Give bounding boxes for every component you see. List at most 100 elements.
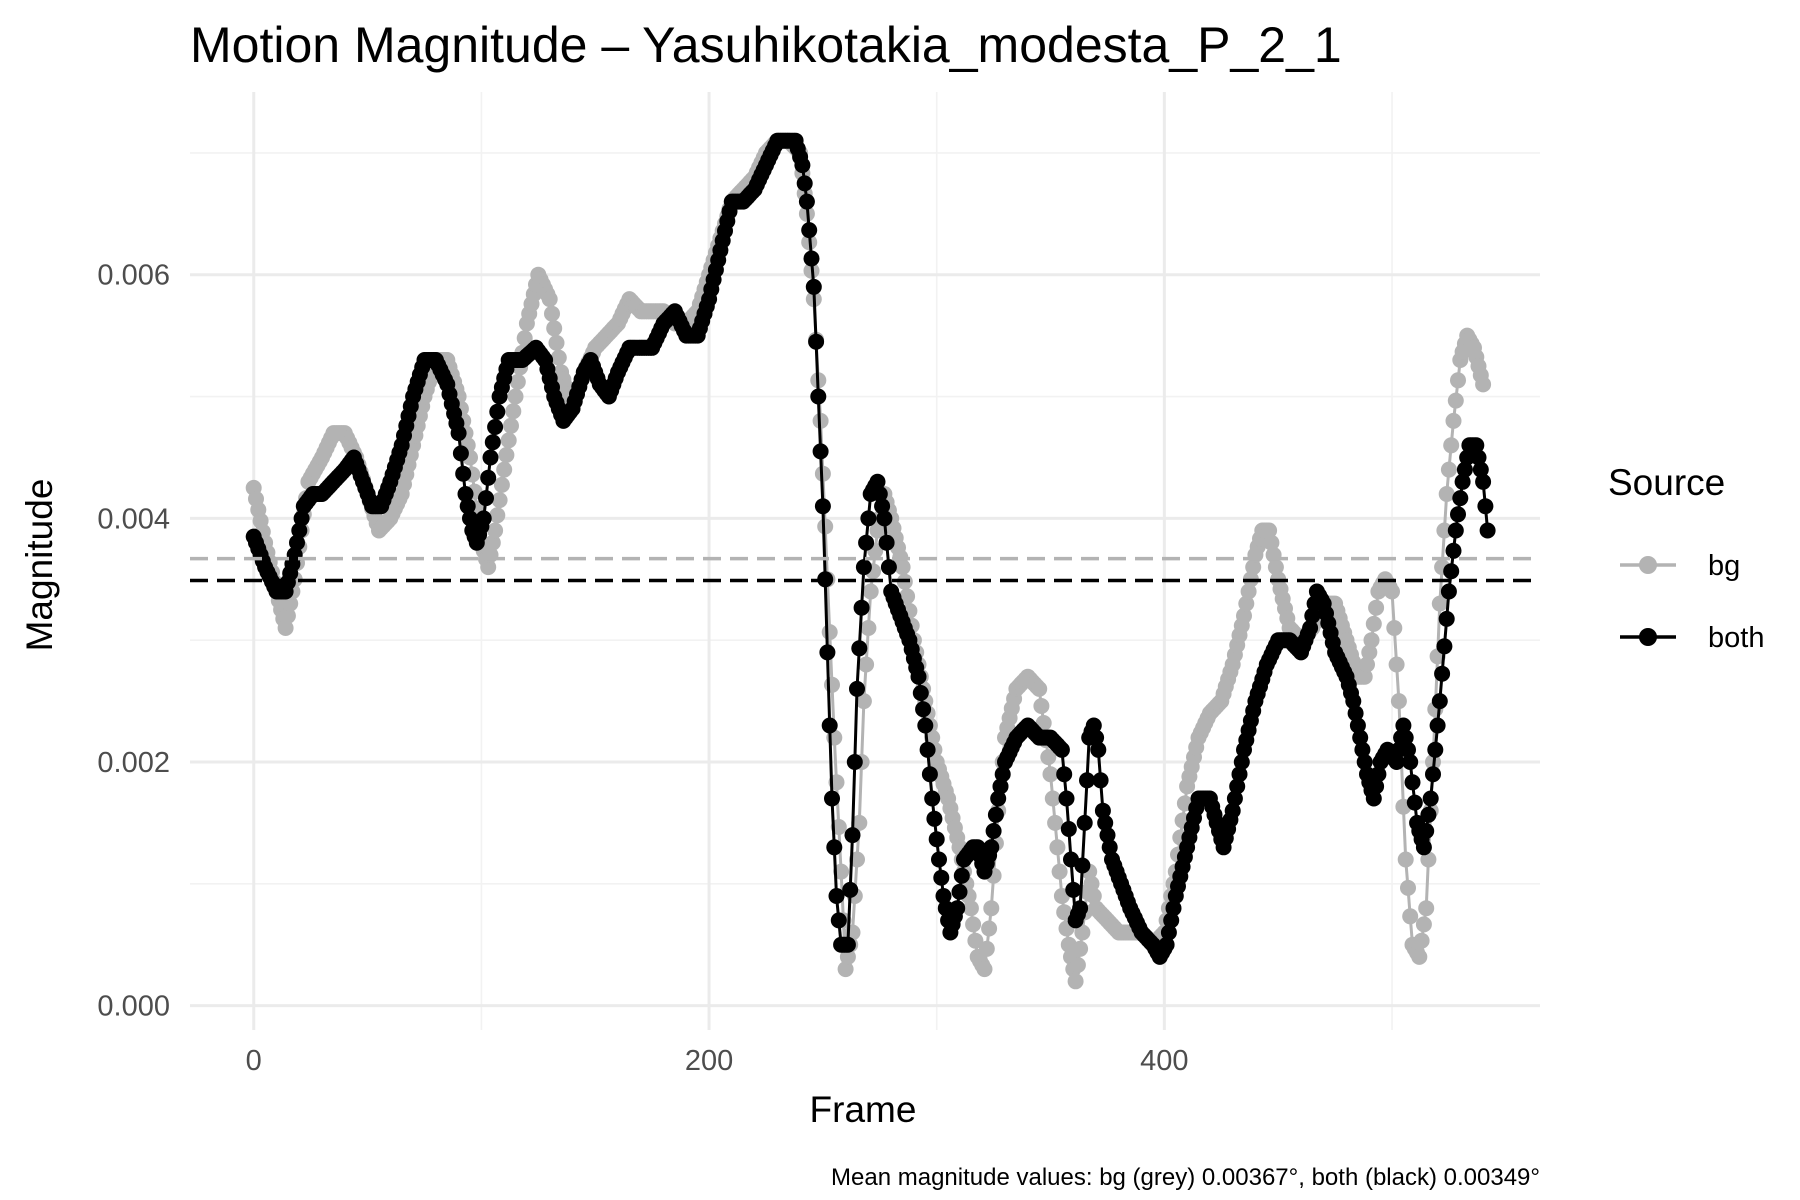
data-point-both <box>1231 766 1248 783</box>
legend-label-bg: bg <box>1708 550 1740 582</box>
data-point-both <box>1079 772 1095 789</box>
data-point-both <box>1443 563 1460 580</box>
data-point-both <box>1395 717 1412 734</box>
data-point-bg <box>541 291 558 308</box>
y-tick-label: 0.004 <box>97 503 170 535</box>
data-point-both <box>878 534 895 551</box>
data-point-bg <box>1031 680 1048 697</box>
data-point-both <box>1092 772 1109 789</box>
data-point-both <box>828 888 845 904</box>
data-point-bg <box>1083 875 1100 892</box>
data-point-both <box>1475 473 1492 490</box>
data-point-both <box>1163 912 1180 929</box>
data-point-both <box>858 534 875 551</box>
data-point-bg <box>1263 534 1280 551</box>
data-point-both <box>1445 542 1462 559</box>
data-point-bg <box>282 595 299 612</box>
x-tick-label: 0 <box>246 1045 262 1077</box>
data-point-both <box>1459 449 1476 466</box>
legend-key-point-both <box>1639 628 1657 646</box>
series-layer <box>245 132 1496 990</box>
data-point-bg <box>546 320 563 337</box>
data-point-both <box>987 806 1004 823</box>
data-point-both <box>1452 490 1469 507</box>
data-point-bg <box>509 373 526 390</box>
data-point-both <box>478 490 494 507</box>
data-point-both <box>450 425 467 442</box>
data-point-bg <box>1415 916 1432 933</box>
data-point-bg <box>505 403 522 420</box>
data-point-bg <box>839 948 856 965</box>
data-point-bg <box>1438 486 1455 502</box>
data-point-bg <box>1365 615 1382 632</box>
data-point-both <box>919 741 936 758</box>
data-point-bg <box>1363 632 1380 649</box>
data-point-both <box>293 510 310 527</box>
data-point-both <box>1226 790 1243 807</box>
data-point-bg <box>507 388 524 405</box>
data-point-both <box>1368 778 1385 795</box>
data-point-bg <box>1047 814 1064 831</box>
data-point-both <box>1415 839 1432 856</box>
data-point-bg <box>967 932 984 949</box>
data-point-bg <box>493 476 510 493</box>
data-point-both <box>933 869 950 886</box>
data-point-both <box>1440 583 1457 600</box>
data-point-both <box>853 599 870 616</box>
legend-item-bg: bg <box>1620 550 1740 582</box>
data-point-both <box>994 766 1011 783</box>
data-point-both <box>953 867 970 884</box>
data-point-both <box>1406 794 1423 811</box>
y-tick-label: 0.000 <box>97 991 170 1023</box>
data-point-bg <box>500 432 517 449</box>
data-point-bg <box>1475 376 1492 393</box>
data-point-bg <box>548 334 565 351</box>
data-point-both <box>849 680 865 697</box>
data-point-both <box>917 717 934 734</box>
data-point-bg <box>1040 749 1057 766</box>
data-point-bg <box>976 961 993 978</box>
data-point-both <box>1422 790 1439 807</box>
y-axis-title: Magnitude <box>19 479 60 652</box>
data-point-bg <box>1368 599 1385 616</box>
data-point-both <box>1060 821 1077 837</box>
data-point-both <box>928 831 945 848</box>
data-point-both <box>949 900 966 917</box>
data-point-bg <box>824 676 840 693</box>
data-point-bg <box>862 583 879 600</box>
legend-label-both: both <box>1708 622 1764 654</box>
data-point-both <box>1304 607 1321 624</box>
data-point-bg <box>1384 583 1400 600</box>
data-point-both <box>1420 806 1437 823</box>
data-point-both <box>1085 717 1102 734</box>
data-point-bg <box>858 656 875 673</box>
data-point-both <box>810 388 827 405</box>
y-tick-label: 0.006 <box>97 260 170 292</box>
data-point-bg <box>1044 790 1061 807</box>
data-point-bg <box>978 940 995 957</box>
data-point-both <box>1065 881 1082 898</box>
data-point-bg <box>1049 839 1066 856</box>
legend-item-both: both <box>1620 622 1764 654</box>
data-point-bg <box>1267 559 1284 576</box>
data-point-bg <box>1072 940 1089 957</box>
data-point-bg <box>962 900 979 917</box>
data-point-bg <box>1359 656 1375 673</box>
data-point-bg <box>516 330 533 347</box>
data-point-both <box>992 778 1009 795</box>
data-point-bg <box>1397 851 1414 868</box>
data-point-both <box>1165 900 1182 917</box>
data-point-both <box>874 498 891 515</box>
data-point-bg <box>1411 948 1428 965</box>
data-point-both <box>289 534 305 551</box>
data-point-both <box>1365 790 1382 807</box>
data-point-both <box>291 522 308 539</box>
data-point-bg <box>1033 698 1050 714</box>
data-point-both <box>921 766 938 783</box>
data-point-both <box>1090 741 1107 758</box>
data-point-both <box>1160 924 1177 941</box>
x-axis-title: Frame <box>810 1089 917 1130</box>
data-point-both <box>1418 823 1435 839</box>
data-point-both <box>1472 461 1489 478</box>
data-point-bg <box>503 417 519 434</box>
